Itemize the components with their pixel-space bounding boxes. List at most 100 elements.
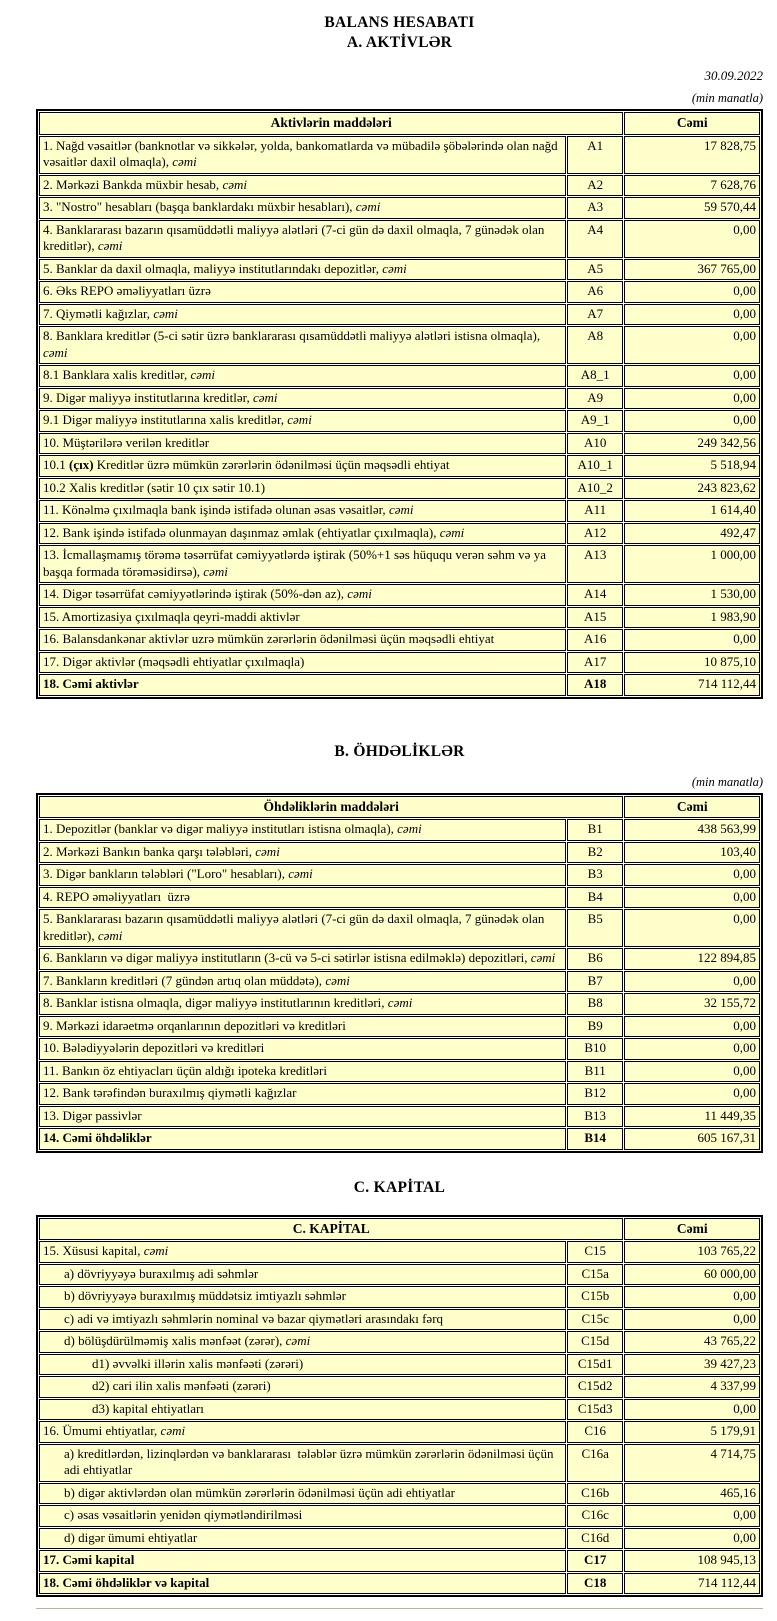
table-row: 10.1 (çıx) Kreditlər üzrə mümkün zərərlə… — [39, 455, 760, 477]
row-label: 11. Könəlmə çıxılmaqla bank işində istif… — [39, 500, 566, 522]
row-label: 10.2 Xalis kreditlər (sətir 10 çıx sətir… — [39, 477, 566, 499]
table-row: 13. İcmallaşmamış törəmə təsərrüfat cəmi… — [39, 545, 760, 583]
row-code: A3 — [566, 197, 624, 219]
row-value: 0,00 — [624, 1038, 760, 1060]
table-row: 9.1 Digər maliyyə institutlarına xalis k… — [39, 410, 760, 432]
total-column-header: Cəmi — [624, 1217, 760, 1240]
row-label: a) dövriyyəyə buraxılmış adi səhmlər — [39, 1263, 566, 1285]
table-row: d2) cari ilin xalis mənfəəti (zərəri) C15… — [39, 1376, 760, 1398]
row-value: 0,00 — [624, 909, 760, 947]
row-code: C15b — [566, 1286, 624, 1308]
table-row: 6. Bankların və digər maliyyə institutla… — [39, 948, 760, 970]
capital-table: C. KAPİTAL Cəmi 15. Xüsusi kapital, cəmi… — [36, 1214, 763, 1597]
row-label: d1) əvvəlki illərin xalis mənfəəti (zərə… — [39, 1353, 566, 1375]
table-row: 17. Cəmi kapital C17 108 945,13 — [39, 1550, 760, 1572]
row-code: C15d1 — [566, 1353, 624, 1375]
row-code: A13 — [566, 545, 624, 583]
row-code: B14 — [566, 1128, 624, 1150]
row-code: A4 — [566, 219, 624, 258]
row-label: 9. Mərkəzi idarəetmə orqanlarının depozi… — [39, 1015, 566, 1037]
row-value: 0,00 — [624, 281, 760, 303]
section-c-heading: C. KAPİTAL — [353, 1178, 446, 1196]
table-row: 8.1 Banklara xalis kreditlər, cəmi A8_1 0,… — [39, 365, 760, 387]
items-column-header: Öhdəliklərin maddələri — [39, 795, 624, 818]
row-label: 3. Digər bankların tələbləri ("Loro" hes… — [39, 864, 566, 886]
table-row: 18. Cəmi aktivlər A18 714 112,44 — [39, 674, 760, 696]
row-code: C16a — [566, 1443, 624, 1482]
table-header-row: Öhdəliklərin maddələri Cəmi — [39, 795, 760, 818]
row-label: 18. Cəmi öhdəliklər və kapital — [39, 1572, 566, 1594]
row-label: 8. Banklar istisna olmaqla, digər maliyy… — [39, 993, 566, 1015]
row-code: B7 — [566, 970, 624, 992]
row-code: C15d — [566, 1331, 624, 1353]
table-row: 7. Qiymətli kağızlar, cəmi A7 0,00 — [39, 303, 760, 325]
table-row: 16. Ümumi ehtiyatlar, cəmi C16 5 179,91 — [39, 1421, 760, 1443]
row-code: C15 — [566, 1241, 624, 1263]
table-row: 8. Banklara kreditlər (5-ci sətir üzrə b… — [39, 326, 760, 364]
row-code: A17 — [566, 651, 624, 673]
table-header-row: Aktivlərin maddələri Cəmi — [39, 112, 760, 135]
row-label: 16. Balansdankənar aktivlər uzrə mümkün … — [39, 629, 566, 651]
row-label: 15. Xüsusi kapital, cəmi — [39, 1241, 566, 1263]
table-row: 14. Cəmi öhdəliklər B14 605 167,31 — [39, 1128, 760, 1150]
table-row: 4. Banklararası bazarın qısamüddətli mal… — [39, 219, 760, 258]
row-code: A5 — [566, 258, 624, 280]
row-label: 12. Bank işində istifadə olunmayan daşın… — [39, 522, 566, 544]
table-row: 7. Bankların kreditləri (7 gündən artıq … — [39, 970, 760, 992]
row-value: 0,00 — [624, 1015, 760, 1037]
row-value: 714 112,44 — [624, 1572, 760, 1594]
row-value: 0,00 — [624, 387, 760, 409]
table-row: 5. Banklar da daxil olmaqla, maliyyə ins… — [39, 258, 760, 280]
table-row: 13. Digər passivlər B13 11 449,35 — [39, 1105, 760, 1127]
page-title: BALANS HESABATI — [324, 14, 475, 31]
row-value: 4 714,75 — [624, 1443, 760, 1482]
row-label: 8. Banklara kreditlər (5-ci sətir üzrə b… — [39, 326, 566, 364]
row-code: B3 — [566, 864, 624, 886]
row-label: 2. Mərkəzi Bankda müxbir hesab, cəmi — [39, 174, 566, 196]
row-value: 39 427,23 — [624, 1353, 760, 1375]
row-value: 122 894,85 — [624, 948, 760, 970]
section-b-heading: B. ÖHDƏLİKLƏR — [334, 742, 465, 760]
row-code: C15c — [566, 1308, 624, 1330]
row-value: 0,00 — [624, 1527, 760, 1549]
row-value: 0,00 — [624, 365, 760, 387]
row-label: 18. Cəmi aktivlər — [39, 674, 566, 696]
table-row: d) digər ümumi ehtiyatlar C16d 0,00 — [39, 1527, 760, 1549]
row-code: A2 — [566, 174, 624, 196]
row-code: A6 — [566, 281, 624, 303]
table-row: 10. Müştərilərə verilən kreditlər A10 249 … — [39, 432, 760, 454]
table-row: 4. REPO əməliyyatları üzrə B4 0,00 — [39, 886, 760, 908]
row-code: B6 — [566, 948, 624, 970]
row-code: A7 — [566, 303, 624, 325]
table-header-row: C. KAPİTAL Cəmi — [39, 1217, 760, 1240]
row-value: 43 765,22 — [624, 1331, 760, 1353]
row-code: C18 — [566, 1572, 624, 1594]
table-row: 9. Mərkəzi idarəetmə orqanlarının depozi… — [39, 1015, 760, 1037]
row-code: A9 — [566, 387, 624, 409]
assets-table: Aktivlərin maddələri Cəmi 1. Nağd vəsait… — [36, 109, 763, 699]
row-label: c) əsas vəsaitlərin yenidən qiymətləndir… — [39, 1505, 566, 1527]
row-label: 14. Digər təsərrüfat cəmiyyətlərində işt… — [39, 584, 566, 606]
row-value: 243 823,62 — [624, 477, 760, 499]
row-label: d2) cari ilin xalis mənfəəti (zərəri) — [39, 1376, 566, 1398]
row-code: A18 — [566, 674, 624, 696]
row-value: 7 628,76 — [624, 174, 760, 196]
row-label: 10. Müştərilərə verilən kreditlər — [39, 432, 566, 454]
row-value: 0,00 — [624, 1505, 760, 1527]
table-row: a) dövriyyəyə buraxılmış adi səhmlər C15a… — [39, 1263, 760, 1285]
row-code: B9 — [566, 1015, 624, 1037]
row-code: C16b — [566, 1482, 624, 1504]
table-row: 1. Nağd vəsaitlər (banknotlar və sikkələ… — [39, 135, 760, 174]
table-row: 12. Bank işində istifadə olunmayan daşın… — [39, 522, 760, 544]
row-value: 0,00 — [624, 1060, 760, 1082]
row-value: 714 112,44 — [624, 674, 760, 696]
row-value: 465,16 — [624, 1482, 760, 1504]
row-value: 0,00 — [624, 864, 760, 886]
table-row: 9. Digər maliyyə institutlarına kreditlə… — [39, 387, 760, 409]
row-code: C16 — [566, 1421, 624, 1443]
row-value: 1 983,90 — [624, 606, 760, 628]
report-date: 30.09.2022 — [704, 68, 764, 83]
row-value: 0,00 — [624, 1308, 760, 1330]
row-label: 4. REPO əməliyyatları üzrə — [39, 886, 566, 908]
row-label: 1. Depozitlər (banklar və digər maliyyə … — [39, 819, 566, 841]
